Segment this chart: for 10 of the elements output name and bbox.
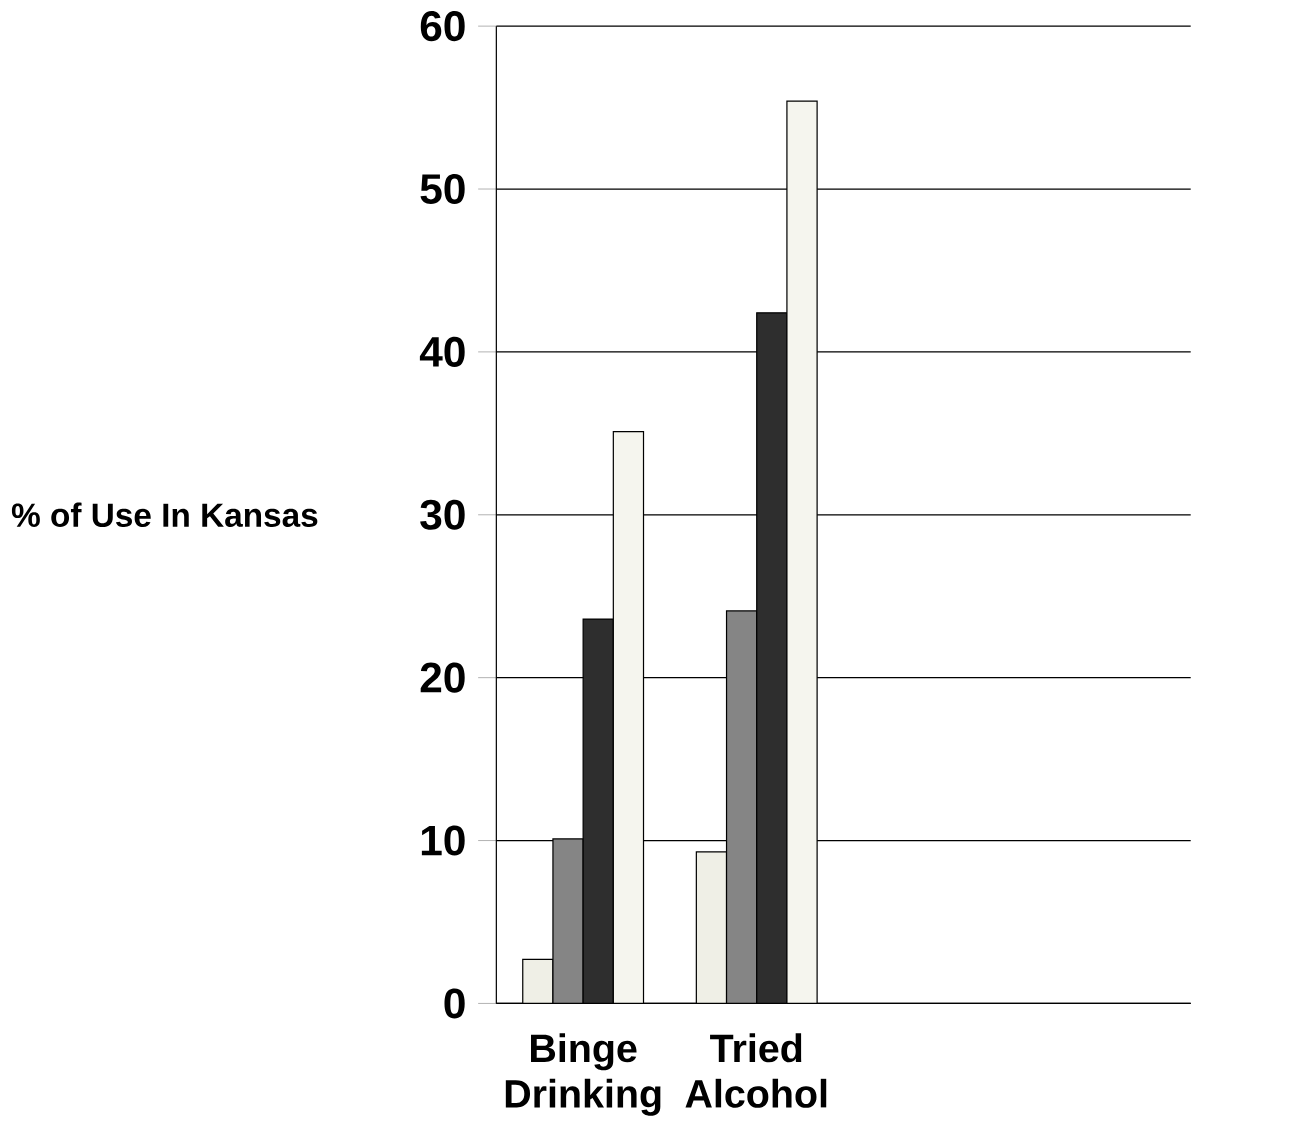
x-tick-label: Tried Alcohol bbox=[685, 1033, 827, 1108]
y-tick-label: 30 bbox=[420, 499, 465, 530]
y-tick-label: 60 bbox=[420, 11, 465, 42]
y-tick-label: 10 bbox=[421, 825, 465, 856]
y-axis-title: % of Use In Kansas bbox=[11, 502, 318, 528]
y-tick-label: 50 bbox=[420, 174, 465, 205]
y-tick-label: 40 bbox=[419, 336, 465, 368]
x-tick-label: Binge Drinking bbox=[505, 1033, 661, 1116]
y-tick-label: 20 bbox=[420, 662, 465, 693]
y-tick-label: 0 bbox=[444, 988, 465, 1019]
